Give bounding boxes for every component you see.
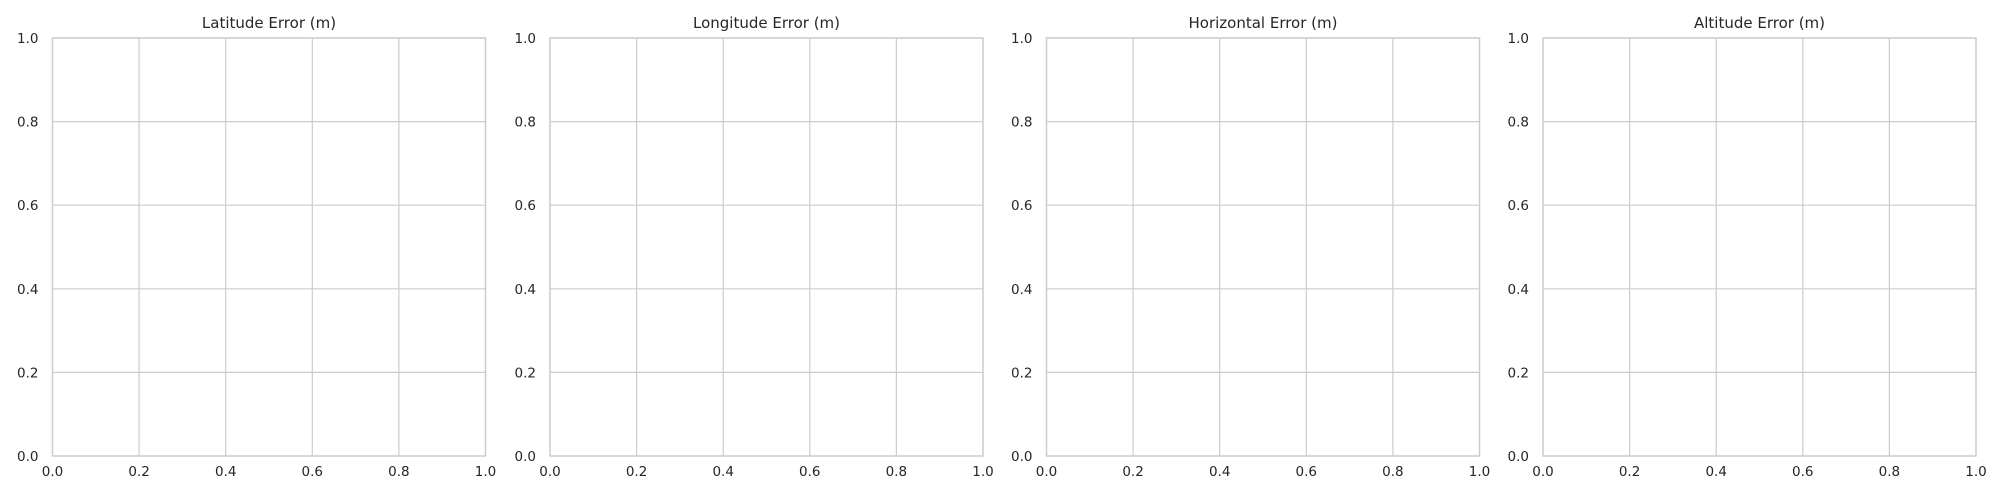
y-tick-label: 0.2 — [1508, 365, 1529, 381]
axes-frame — [51, 37, 487, 457]
x-tick-label: 0.8 — [886, 464, 907, 480]
y-tick-label: 0.8 — [17, 115, 38, 131]
x-tick-label: 0.4 — [1705, 464, 1726, 480]
x-tick-label: 0.6 — [799, 464, 820, 480]
x-tick-label: 0.0 — [42, 464, 63, 480]
axes-frame — [1045, 37, 1481, 457]
x-tick-label: 1.0 — [1965, 464, 1986, 480]
y-tick-label: 1.0 — [17, 31, 38, 47]
x-tick-label: 0.8 — [1879, 464, 1900, 480]
x-tick-label: 1.0 — [972, 464, 993, 480]
chart-title: Altitude Error (m) — [1694, 14, 1825, 32]
axes-frame — [1542, 37, 1977, 457]
y-tick-label: 1.0 — [1011, 31, 1032, 47]
x-tick-label: 0.0 — [1036, 464, 1057, 480]
chart-title: Longitude Error (m) — [693, 14, 840, 32]
y-tick-label: 0.0 — [17, 449, 38, 465]
y-tick-label: 1.0 — [1508, 31, 1529, 47]
x-tick-label: 0.0 — [1532, 464, 1553, 480]
x-tick-label: 0.4 — [712, 464, 733, 480]
y-tick-label: 0.0 — [1508, 449, 1529, 465]
x-tick-label: 0.6 — [1792, 464, 1813, 480]
x-tick-label: 0.8 — [388, 464, 409, 480]
chart-panel: 0.0 0.2 0.4 0.6 0.8 1.0 0.0 0.2 0.4 0.6 0.8 1.0 Long… — [515, 14, 994, 480]
y-tick-label: 0.8 — [1508, 115, 1529, 131]
y-tick-label: 0.2 — [17, 365, 38, 381]
y-tick-label: 0.4 — [515, 282, 536, 298]
x-tick-label: 0.8 — [1382, 464, 1403, 480]
chart-panel: 0.0 0.2 0.4 0.6 0.8 1.0 0.0 0.2 0.4 0.6 0.8 1.0 Lati… — [17, 14, 496, 480]
x-tick-label: 0.0 — [539, 464, 560, 480]
x-tick-label: 0.2 — [128, 464, 149, 480]
y-tick-label: 0.0 — [515, 449, 536, 465]
y-tick-label: 0.4 — [1011, 282, 1032, 298]
x-tick-label: 0.6 — [1296, 464, 1317, 480]
y-tick-label: 0.6 — [1011, 198, 1032, 214]
y-tick-label: 0.0 — [1011, 449, 1032, 465]
x-tick-label: 0.6 — [302, 464, 323, 480]
y-tick-label: 0.6 — [1508, 198, 1529, 214]
y-tick-label: 0.2 — [515, 365, 536, 381]
chart-panel: 0.0 0.2 0.4 0.6 0.8 1.0 0.0 0.2 0.4 0.6 0.8 1.0 Hori… — [1011, 14, 1490, 480]
x-tick-label: 1.0 — [1469, 464, 1490, 480]
y-tick-label: 0.6 — [17, 198, 38, 214]
x-tick-label: 1.0 — [475, 464, 496, 480]
x-tick-label: 0.2 — [1122, 464, 1143, 480]
y-tick-label: 0.8 — [515, 115, 536, 131]
chart-title: Horizontal Error (m) — [1188, 14, 1337, 32]
axes-frame — [549, 37, 984, 457]
y-tick-label: 0.2 — [1011, 365, 1032, 381]
x-tick-label: 0.4 — [215, 464, 236, 480]
y-tick-label: 0.4 — [17, 282, 38, 298]
y-tick-label: 1.0 — [515, 31, 536, 47]
y-tick-label: 0.6 — [515, 198, 536, 214]
chart-panel: 0.0 0.2 0.4 0.6 0.8 1.0 0.0 0.2 0.4 0.6 0.8 1.0 Alti… — [1508, 14, 1987, 480]
y-tick-label: 0.8 — [1011, 115, 1032, 131]
x-tick-label: 0.4 — [1209, 464, 1230, 480]
x-tick-label: 0.2 — [1619, 464, 1640, 480]
x-tick-label: 0.2 — [626, 464, 647, 480]
y-tick-label: 0.4 — [1508, 282, 1529, 298]
chart-title: Latitude Error (m) — [202, 14, 336, 32]
